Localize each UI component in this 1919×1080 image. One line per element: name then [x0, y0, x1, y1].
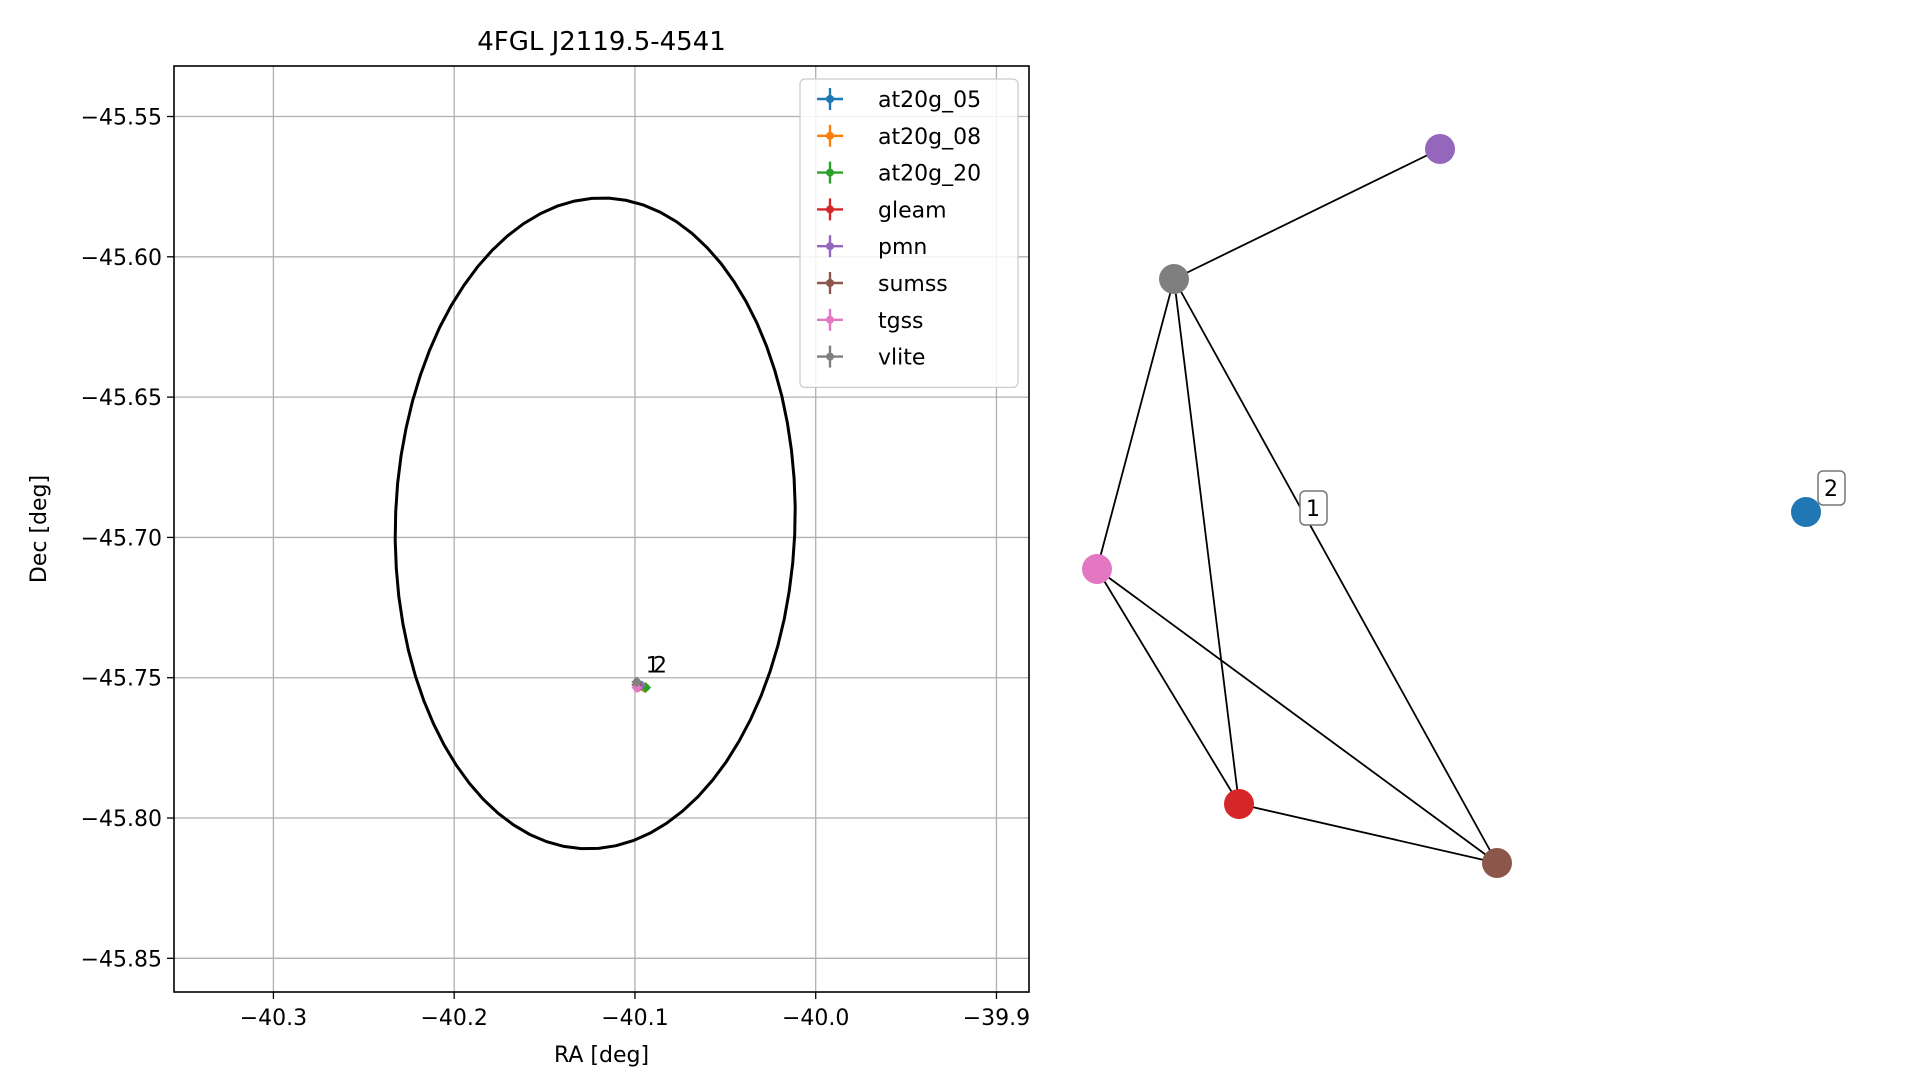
y-tick-label: −45.85 — [81, 947, 162, 972]
graph-edge — [1096, 568, 1498, 864]
graph-edges — [1096, 148, 1498, 864]
graph-node-tgss — [1082, 554, 1112, 584]
graph-edge — [1096, 278, 1175, 570]
graph-edge — [1173, 278, 1240, 805]
x-tick-label: −40.3 — [240, 1006, 307, 1031]
legend-item-tgss: tgss — [817, 308, 924, 334]
chart-title: 4FGL J2119.5-4541 — [477, 27, 726, 57]
legend-item-at20g_05: at20g_05 — [817, 88, 981, 113]
graph-label: 1 — [1299, 490, 1328, 526]
x-axis-ticks: −40.3 −40.2 −40.1 −40.0 −39.9 — [240, 992, 1030, 1031]
legend-label: at20g_08 — [878, 125, 981, 150]
x-tick-label: −40.0 — [782, 1006, 849, 1031]
data-points — [631, 676, 651, 693]
x-tick-label: −39.9 — [963, 1006, 1030, 1031]
y-tick-label: −45.80 — [81, 807, 162, 832]
graph-edge — [1238, 803, 1498, 864]
y-axis-label: Dec [deg] — [27, 475, 52, 583]
graph-edge — [1096, 568, 1240, 805]
y-tick-label: −45.55 — [81, 106, 162, 131]
graph-edge — [1173, 148, 1441, 280]
legend-item-at20g_20: at20g_20 — [817, 161, 981, 187]
graph-node-gleam — [1224, 789, 1254, 819]
y-tick-label: −45.65 — [81, 386, 162, 411]
svg-text:1: 1 — [1306, 497, 1320, 522]
legend-label: vlite — [878, 346, 925, 371]
error-ellipse-group — [393, 196, 797, 851]
graph-labels: 12 — [1299, 470, 1846, 526]
axes-frame — [173, 65, 1030, 993]
point-annotation: 2 — [653, 654, 667, 679]
grid — [174, 66, 1029, 992]
y-tick-label: −45.70 — [81, 526, 162, 551]
y-axis-ticks: −45.55 −45.60 −45.65 −45.70 −45.75 −45.80 −45.… — [81, 106, 174, 972]
point-annotation: 1 — [646, 654, 660, 679]
legend-item-vlite: vlite — [817, 345, 925, 371]
legend-label: pmn — [878, 235, 927, 260]
graph-edge — [1173, 278, 1498, 864]
point-tgss — [631, 682, 642, 693]
legend-label: at20g_05 — [878, 88, 981, 113]
error-ellipse — [393, 196, 797, 851]
graph-nodes — [1082, 134, 1821, 878]
graph-node-vlite — [1159, 264, 1189, 294]
legend-label: tgss — [878, 309, 924, 334]
point-annotations: 12 — [646, 654, 667, 679]
legend-item-sumss: sumss — [817, 272, 948, 297]
graph-node-pmn — [1425, 134, 1455, 164]
legend-frame — [799, 78, 1019, 389]
y-tick-label: −45.60 — [81, 246, 162, 271]
legend-item-gleam: gleam — [817, 198, 947, 223]
legend-item-pmn: pmn — [817, 235, 927, 260]
network-graph: 12 — [1082, 134, 1846, 878]
svg-text:2: 2 — [1824, 477, 1838, 502]
scatter-chart: 12 −40.3 −40.2 −40.1 −40.0 −39.9 −45.55 −45.6… — [27, 27, 1030, 1068]
y-tick-label: −45.75 — [81, 667, 162, 692]
x-tick-label: −40.2 — [420, 1006, 487, 1031]
graph-node-sumss — [1482, 848, 1512, 878]
x-tick-label: −40.1 — [601, 1006, 668, 1031]
legend-label: at20g_20 — [878, 162, 981, 187]
legend-item-at20g_08: at20g_08 — [817, 124, 981, 150]
legend-label: gleam — [878, 198, 947, 223]
x-axis-label: RA [deg] — [554, 1043, 649, 1068]
legend-label: sumss — [878, 272, 948, 297]
graph-node-at20g_05 — [1791, 497, 1821, 527]
point-vlite — [631, 676, 642, 687]
graph-label: 2 — [1817, 470, 1846, 506]
